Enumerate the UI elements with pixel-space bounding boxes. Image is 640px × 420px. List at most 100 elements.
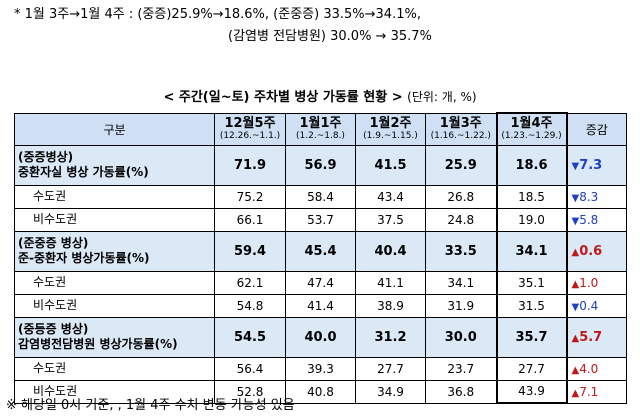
change-cell: ▼0.4 (566, 293, 627, 318)
change-cell: ▲1.0 (566, 270, 627, 295)
table-row: 비수도권 66.1 53.7 37.5 24.8 19.0 ▼5.8 (14, 207, 627, 232)
change-value: 7.1 (579, 384, 599, 399)
change-cell: ▼5.8 (566, 207, 627, 232)
table-cell: 56.9 (285, 144, 356, 186)
header-week-range: (1.9.~1.15.) (363, 131, 418, 141)
row-label-line: 감염병전담병원 병상가동률(%) (18, 337, 178, 351)
change-cell: ▲7.1 (566, 379, 627, 404)
table-cell: 43.4 (355, 184, 426, 209)
row-region-label: 비수도권 (14, 207, 215, 232)
header-week-range: (1.2.~1.8.) (296, 131, 345, 141)
table-cell: 40.4 (355, 230, 426, 272)
table-cell: 27.7 (495, 356, 568, 381)
table-cell: 58.4 (285, 184, 356, 209)
change-cell: ▼8.3 (566, 184, 627, 209)
change-value: 5.7 (579, 329, 603, 345)
table-title-text: < 주간(일~토) 주차별 병상 가동률 현황 > (163, 90, 403, 105)
change-value: 7.3 (579, 157, 603, 173)
change-cell: ▲5.7 (566, 316, 627, 358)
triangle-down-icon: ▼ (571, 160, 580, 172)
header-change: 증감 (566, 112, 627, 146)
table-row: 수도권 75.2 58.4 43.4 26.8 18.5 ▼8.3 (14, 184, 627, 209)
row-group-label: (준중증 병상) 준-중환자 병상가동률(%) (14, 230, 215, 272)
row-label-line: (준중증 병상) (18, 236, 89, 250)
row-label-line: 중환자실 병상 가동률(%) (18, 165, 149, 179)
table-cell: 54.5 (214, 316, 286, 358)
footnote: ※ 해당일 0시 기준, , 1월 4주 수치 변동 가능성 있음 (6, 398, 295, 413)
table-row: 비수도권 52.8 40.8 34.9 36.8 43.9 ▲7.1 (14, 379, 627, 404)
header-row: 구분 12월5주 (12.26.~1.1.) 1월1주 (1.2.~1.8.) 1월… (14, 112, 627, 146)
table-cell: 40.0 (285, 316, 356, 358)
table-body: (중증병상) 중환자실 병상 가동률(%) 71.9 56.9 41.5 25.9 18.6… (14, 144, 627, 404)
table-row-group: (준중증 병상) 준-중환자 병상가동률(%) 59.4 45.4 40.4 33.5 34… (14, 230, 627, 272)
table-cell: 37.5 (355, 207, 426, 232)
triangle-up-icon: ▲ (571, 278, 580, 290)
change-value: 1.0 (579, 275, 599, 290)
header-week-range: (12.26.~1.1.) (219, 131, 281, 141)
table-title: < 주간(일~토) 주차별 병상 가동률 현황 > (단위: 개, %) (0, 86, 640, 105)
triangle-down-icon: ▼ (571, 301, 580, 313)
header-week-label: 12월5주 (224, 116, 276, 131)
header-week: 1월3주 (1.16.~1.22.) (425, 112, 497, 146)
change-value: 5.8 (579, 212, 599, 227)
table-cell: 31.9 (425, 293, 497, 318)
triangle-up-icon: ▲ (571, 246, 580, 258)
table-cell: 27.7 (355, 356, 426, 381)
row-group-label: (중증병상) 중환자실 병상 가동률(%) (14, 144, 215, 186)
header-week: 12월5주 (12.26.~1.1.) (214, 112, 286, 146)
header-week-range: (1.16.~1.22.) (430, 131, 491, 141)
change-value: 0.4 (579, 298, 599, 313)
table-cell: 18.6 (495, 144, 568, 186)
table-cell: 34.1 (495, 230, 568, 272)
table-cell: 19.0 (495, 207, 568, 232)
header-week-label: 1월4주 (510, 116, 553, 132)
row-label-line: 비수도권 (33, 298, 78, 312)
row-region-label: 비수도권 (14, 379, 215, 404)
header-week: 1월2주 (1.9.~1.15.) (355, 112, 426, 146)
change-value: 0.6 (579, 243, 603, 259)
row-label-line: (중증병상) (18, 150, 74, 164)
change-cell: ▲4.0 (566, 356, 627, 381)
table-row-group: (중등증 병상) 감염병전담병원 병상가동률(%) 54.5 40.0 31.2 30.0… (14, 316, 627, 358)
table-cell: 62.1 (214, 270, 286, 295)
table-cell: 53.7 (285, 207, 356, 232)
header-week-label: 1월3주 (439, 116, 482, 131)
table-cell: 39.3 (285, 356, 356, 381)
change-value: 4.0 (579, 361, 599, 376)
row-label-line: 수도권 (33, 275, 67, 289)
change-cell: ▲0.6 (566, 230, 627, 272)
table-cell: 35.7 (495, 316, 568, 358)
row-group-label: (중등증 병상) 감염병전담병원 병상가동률(%) (14, 316, 215, 358)
table-cell: 24.8 (425, 207, 497, 232)
table-cell: 66.1 (214, 207, 286, 232)
table-cell: 26.8 (425, 184, 497, 209)
table-cell: 45.4 (285, 230, 356, 272)
table-cell: 31.5 (495, 293, 568, 318)
row-region-label: 비수도권 (14, 293, 215, 318)
table-unit: (단위: 개, %) (407, 90, 477, 104)
summary-note-line-2: (감염병 전담병원) 30.0% → 35.7% (228, 29, 432, 44)
row-label-line: 비수도권 (33, 212, 78, 226)
table-cell: 56.4 (214, 356, 286, 381)
header-week: 1월1주 (1.2.~1.8.) (285, 112, 356, 146)
triangle-up-icon: ▲ (571, 364, 580, 376)
header-category: 구분 (14, 112, 215, 146)
summary-note-line-1: * 1월 3주→1월 4주 : (중증)25.9%→18.6%, (준중증) 3… (14, 7, 421, 22)
table-cell: 33.5 (425, 230, 497, 272)
row-region-label: 수도권 (14, 184, 215, 209)
row-region-label: 수도권 (14, 270, 215, 295)
table-cell: 23.7 (425, 356, 497, 381)
row-label-line: 수도권 (33, 361, 67, 375)
header-week-current: 1월4주 (1.23.~1.29.) (495, 112, 568, 146)
table-cell: 34.9 (355, 379, 426, 404)
table-cell: 30.0 (425, 316, 497, 358)
table-cell: 71.9 (214, 144, 286, 186)
row-label-line: 수도권 (33, 189, 67, 203)
table-cell: 40.8 (285, 379, 356, 404)
row-label-line: (중등증 병상) (18, 322, 89, 336)
triangle-down-icon: ▼ (571, 215, 580, 227)
row-label-line: 준-중환자 병상가동률(%) (18, 251, 150, 265)
table-cell: 54.8 (214, 293, 286, 318)
table-cell: 18.5 (495, 184, 568, 209)
change-cell: ▼7.3 (566, 144, 627, 186)
